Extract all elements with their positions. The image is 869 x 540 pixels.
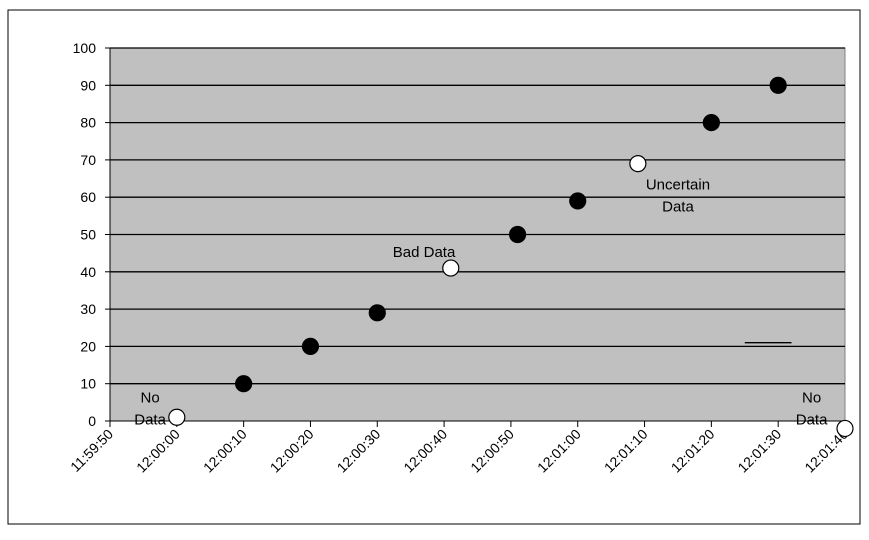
flagged-data-point	[629, 155, 647, 173]
y-tick-label: 10	[80, 376, 96, 392]
data-point	[769, 76, 787, 94]
annotation-label: Data	[134, 411, 166, 428]
data-point	[301, 337, 320, 355]
axes	[105, 47, 846, 427]
y-tick-label: 90	[80, 77, 96, 93]
data-points	[168, 76, 854, 438]
flagged-data-point	[442, 259, 460, 277]
y-tick-label: 50	[80, 227, 96, 243]
annotation-label: Data	[662, 199, 694, 216]
y-tick-label: 20	[80, 338, 96, 354]
y-tick-label: 40	[80, 264, 96, 280]
annotation-label: No	[802, 389, 821, 406]
data-point	[235, 375, 253, 393]
flagged-data-point	[836, 419, 854, 438]
data-point	[702, 113, 720, 132]
data-point	[508, 225, 527, 244]
data-point	[569, 192, 587, 210]
annotation-label: Uncertain	[646, 177, 710, 194]
y-tick-label: 80	[80, 115, 96, 131]
annotation-label: Data	[796, 411, 828, 428]
y-tick-label: 100	[73, 40, 97, 56]
annotation-label: Bad Data	[393, 244, 456, 261]
data-point	[368, 304, 386, 322]
y-tick-label: 30	[80, 301, 96, 317]
flagged-data-point	[168, 408, 186, 426]
y-tick-label: 60	[80, 189, 96, 205]
annotations: No Data Bad Data Uncertain Data No Data	[134, 177, 828, 429]
annotation-label: No	[140, 389, 159, 406]
y-tick-label: 0	[88, 413, 96, 429]
gridlines	[110, 47, 845, 385]
y-tick-label: 70	[80, 152, 96, 168]
